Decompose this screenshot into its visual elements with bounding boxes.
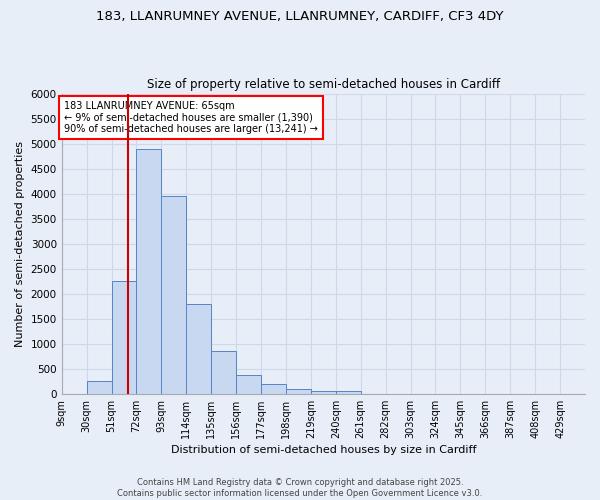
Y-axis label: Number of semi-detached properties: Number of semi-detached properties: [15, 140, 25, 346]
Text: 183 LLANRUMNEY AVENUE: 65sqm
← 9% of semi-detached houses are smaller (1,390)
90: 183 LLANRUMNEY AVENUE: 65sqm ← 9% of sem…: [64, 101, 318, 134]
Bar: [286, 389, 311, 394]
Bar: [236, 375, 261, 394]
Bar: [211, 352, 236, 394]
Bar: [261, 384, 286, 394]
Title: Size of property relative to semi-detached houses in Cardiff: Size of property relative to semi-detach…: [147, 78, 500, 91]
Bar: [112, 281, 136, 394]
Bar: [186, 304, 211, 394]
X-axis label: Distribution of semi-detached houses by size in Cardiff: Distribution of semi-detached houses by …: [170, 445, 476, 455]
Bar: [161, 196, 186, 394]
Bar: [311, 390, 336, 394]
Text: Contains HM Land Registry data © Crown copyright and database right 2025.
Contai: Contains HM Land Registry data © Crown c…: [118, 478, 482, 498]
Text: 183, LLANRUMNEY AVENUE, LLANRUMNEY, CARDIFF, CF3 4DY: 183, LLANRUMNEY AVENUE, LLANRUMNEY, CARD…: [96, 10, 504, 23]
Bar: [136, 148, 161, 394]
Bar: [86, 380, 112, 394]
Bar: [336, 392, 361, 394]
